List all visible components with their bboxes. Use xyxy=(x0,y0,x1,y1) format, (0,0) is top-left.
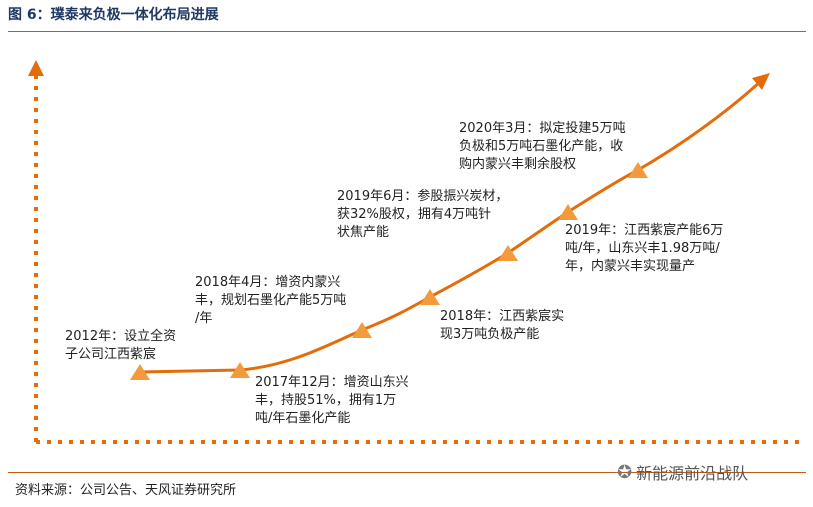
milestone-marker xyxy=(130,364,150,380)
milestone-marker xyxy=(558,204,578,220)
curve-arrowhead xyxy=(752,73,770,90)
milestone-marker xyxy=(498,245,518,261)
top-divider xyxy=(8,31,806,32)
milestone-label-2019-06: 2019年6月：参股振兴炭材， 获32%股权，拥有4万吨针 状焦产能 xyxy=(337,189,509,240)
watermark-text: 新能源前沿战队 xyxy=(636,464,749,483)
figure-title: 图 6：璞泰来负极一体化布局进展 xyxy=(8,7,219,23)
source-note: 资料来源：公司公告、天风证券研究所 xyxy=(15,483,237,498)
milestone-label-2012: 2012年：设立全资 子公司江西紫宸 xyxy=(65,329,177,362)
milestone-marker xyxy=(352,322,372,338)
milestone-marker xyxy=(420,289,440,305)
milestone-label-2018-04: 2018年4月：增资内蒙兴 丰，规划石墨化产能5万吨 /年 xyxy=(195,275,347,326)
milestone-label-2020-03: 2020年3月：拟定投建5万吨 负极和5万吨石墨化产能，收 购内蒙兴丰剩余股权 xyxy=(459,121,626,172)
milestone-marker xyxy=(230,362,250,378)
watermark: ✪ 新能源前沿战队 xyxy=(617,460,748,484)
milestone-label-2018: 2018年：江西紫宸实 现3万吨负极产能 xyxy=(440,309,565,342)
milestone-marker xyxy=(628,162,648,178)
bottom-divider xyxy=(8,472,806,473)
milestone-label-2017-12: 2017年12月：增资山东兴 丰，持股51%，拥有1万 吨/年石墨化产能 xyxy=(255,375,409,426)
y-axis-arrowhead xyxy=(28,60,44,76)
wechat-icon: ✪ xyxy=(617,461,633,483)
milestone-label-2019: 2019年：江西紫宸产能6万 吨/年，山东兴丰1.98万吨/ 年，内蒙兴丰实现量… xyxy=(565,223,724,274)
